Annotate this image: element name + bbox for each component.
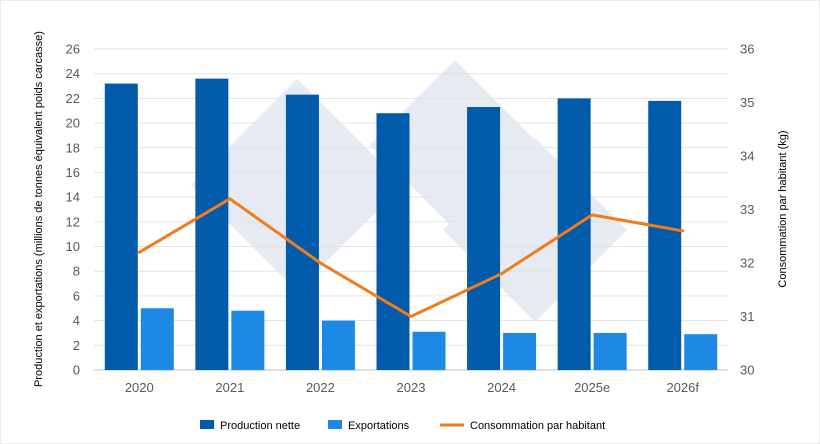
bar-production-nette-2026f bbox=[648, 100, 682, 370]
x-axis-ticks: 2020 2021 2022 2023 2024 2025e 2026f bbox=[125, 380, 700, 395]
y-tick-label: 24 bbox=[66, 66, 80, 81]
x-tick-label: 2023 bbox=[397, 380, 426, 395]
line-series bbox=[137, 197, 685, 318]
y-tick-label: 16 bbox=[66, 165, 80, 180]
y2-tick-label: 30 bbox=[740, 363, 754, 378]
bar-exportations-2026f bbox=[684, 334, 718, 370]
bar-exportations-2022 bbox=[321, 320, 355, 370]
x-tick-label: 2026f bbox=[666, 380, 699, 395]
y-tick-label: 20 bbox=[66, 116, 80, 131]
y2-tick-label: 36 bbox=[740, 42, 754, 57]
x-tick-label: 2020 bbox=[125, 380, 154, 395]
y-tick-label: 0 bbox=[73, 363, 80, 378]
y2-axis-ticks: 30 31 32 33 34 35 36 bbox=[740, 42, 754, 378]
bar-exportations-2020 bbox=[140, 308, 174, 370]
y-tick-label: 26 bbox=[66, 42, 80, 57]
bar-exportations-2021 bbox=[231, 310, 265, 370]
legend-swatch-exportations bbox=[328, 420, 342, 429]
y-tick-label: 14 bbox=[66, 190, 80, 205]
y-tick-label: 4 bbox=[73, 313, 80, 328]
bar-production-nette-2022 bbox=[285, 94, 319, 370]
legend-label-production: Production nette bbox=[220, 420, 300, 432]
legend-swatch-production bbox=[200, 420, 214, 429]
bar-production-nette-2021 bbox=[195, 78, 229, 370]
y2-tick-label: 34 bbox=[740, 149, 754, 164]
bars bbox=[104, 78, 718, 371]
y2-axis-title: Consommation par habitant (kg) bbox=[777, 130, 789, 287]
bar-production-nette-2023 bbox=[376, 113, 410, 370]
y-tick-label: 10 bbox=[66, 239, 80, 254]
bar-production-nette-2020 bbox=[104, 83, 138, 371]
y-tick-label: 18 bbox=[66, 140, 80, 155]
legend-label-exportations: Exportations bbox=[348, 420, 410, 432]
legend: Production nette Exportations Consommati… bbox=[200, 420, 605, 432]
y-tick-label: 2 bbox=[73, 338, 80, 353]
bar-exportations-2025e bbox=[593, 332, 627, 370]
y-tick-label: 6 bbox=[73, 288, 80, 303]
x-tick-label: 2021 bbox=[215, 380, 244, 395]
x-tick-label: 2024 bbox=[487, 380, 516, 395]
bar-production-nette-2024 bbox=[467, 107, 501, 371]
y2-tick-label: 31 bbox=[740, 309, 754, 324]
y2-tick-label: 35 bbox=[740, 95, 754, 110]
legend-label-consommation: Consommation par habitant bbox=[470, 420, 605, 432]
y2-tick-label: 32 bbox=[740, 256, 754, 271]
y-axis-title: Production et exportations (millions de … bbox=[33, 31, 45, 387]
y-tick-label: 8 bbox=[73, 264, 80, 279]
y2-tick-label: 33 bbox=[740, 202, 754, 217]
y-tick-label: 22 bbox=[66, 91, 80, 106]
bar-exportations-2024 bbox=[503, 332, 537, 370]
x-tick-label: 2022 bbox=[306, 380, 335, 395]
y-tick-label: 12 bbox=[66, 214, 80, 229]
bar-exportations-2023 bbox=[412, 331, 446, 370]
line-consommation-par-habitant bbox=[137, 197, 685, 318]
x-tick-label: 2025e bbox=[574, 380, 610, 395]
